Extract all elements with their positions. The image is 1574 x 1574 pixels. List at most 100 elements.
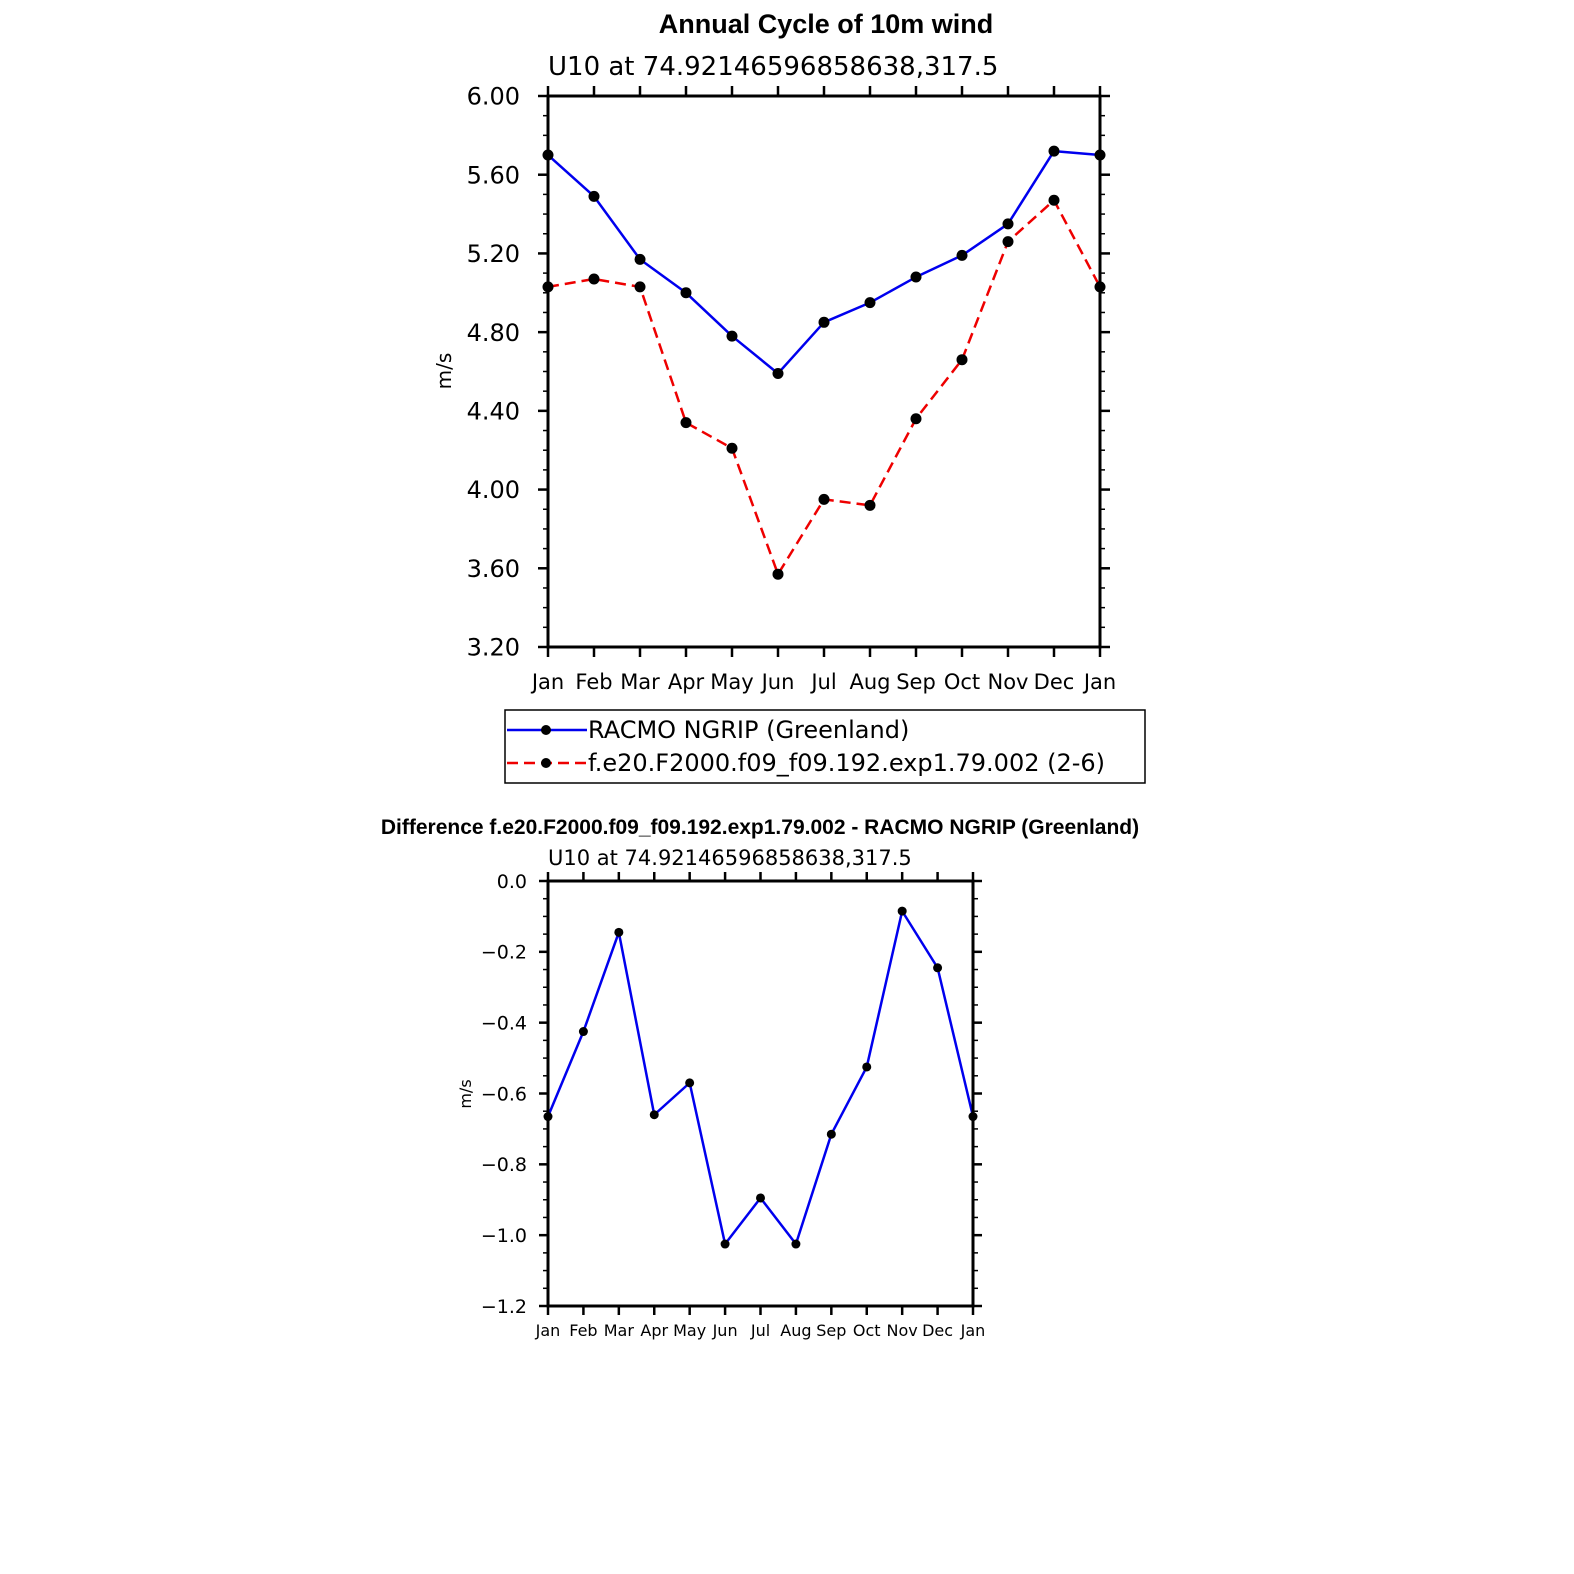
x-tick-label: Jun xyxy=(760,670,795,694)
data-point xyxy=(933,963,943,973)
legend-label-racmo: RACMO NGRIP (Greenland) xyxy=(588,716,909,744)
x-tick-label: Jan xyxy=(535,1321,561,1340)
y-axis-label: m/s xyxy=(432,353,456,390)
data-point xyxy=(680,417,692,429)
legend-box xyxy=(504,709,1146,784)
data-point xyxy=(1002,236,1014,248)
x-tick-label: May xyxy=(710,670,753,694)
chart-title: Difference f.e20.F2000.f09_f09.192.exp1.… xyxy=(381,816,1139,839)
y-tick-label: −0.8 xyxy=(481,1154,527,1176)
x-tick-labels: Jan Feb Mar Apr May Jun Jul Aug Sep Oct Nov Dec Jan xyxy=(535,1321,986,1340)
data-point xyxy=(1002,218,1014,230)
x-tick-label: Sep xyxy=(816,1321,846,1340)
y-tick-label: 5.20 xyxy=(467,240,520,268)
data-point xyxy=(614,927,624,937)
x-tick-label: Nov xyxy=(988,670,1029,694)
y-tick-labels: 0.0 −0.2 −0.4 −0.6 −0.8 −1.0 −1.2 xyxy=(481,871,527,1318)
data-point xyxy=(578,1027,588,1037)
data-point xyxy=(818,493,830,505)
x-tick-label: Mar xyxy=(604,1321,635,1340)
x-tick-label: Oct xyxy=(944,670,980,694)
data-point xyxy=(720,1239,730,1249)
chart-subtitle: U10 at 74.92146596858638,317.5 xyxy=(548,52,998,82)
data-point xyxy=(791,1239,801,1249)
data-point xyxy=(818,316,830,328)
y-tick-label: 4.80 xyxy=(467,319,520,347)
data-point xyxy=(772,367,784,379)
chart-subtitle: U10 at 74.92146596858638,317.5 xyxy=(548,846,912,870)
data-point xyxy=(1048,194,1060,206)
plot-series xyxy=(543,906,978,1249)
y-tick-label: −0.2 xyxy=(481,942,527,964)
plot-frame xyxy=(546,94,1102,649)
y-tick-label: 0.0 xyxy=(497,871,527,893)
annual-cycle-chart: Annual Cycle of 10m wind U10 at 74.92146… xyxy=(432,9,1146,784)
legend-marker-racmo xyxy=(541,725,551,735)
x-tick-label: Dec xyxy=(922,1321,953,1340)
y-tick-label: 4.40 xyxy=(467,397,520,425)
x-tick-label: Jul xyxy=(750,1321,770,1340)
data-point xyxy=(897,906,907,916)
data-point xyxy=(910,271,922,283)
x-tick-label: Aug xyxy=(780,1321,811,1340)
y-tick-label: 5.60 xyxy=(467,161,520,189)
data-point xyxy=(956,249,968,261)
axis-ticks xyxy=(538,86,1110,657)
y-tick-label: 6.00 xyxy=(467,83,520,111)
legend-entry-model: f.e20.F2000.f09_f09.192.exp1.79.002 (2-6… xyxy=(507,749,1105,777)
data-point xyxy=(680,287,692,299)
x-tick-label: Jan xyxy=(960,1321,986,1340)
y-tick-label: −0.4 xyxy=(481,1013,527,1035)
data-point xyxy=(864,297,876,309)
axis-ticks xyxy=(539,872,982,1315)
y-tick-label: 4.00 xyxy=(467,476,520,504)
legend-entry-racmo: RACMO NGRIP (Greenland) xyxy=(507,716,909,744)
x-tick-label: May xyxy=(673,1321,706,1340)
difference-chart: Difference f.e20.F2000.f09_f09.192.exp1.… xyxy=(381,816,1139,1340)
data-point xyxy=(864,499,876,511)
data-point xyxy=(826,1129,836,1139)
x-tick-label: Dec xyxy=(1034,670,1075,694)
x-tick-label: Nov xyxy=(887,1321,918,1340)
series-line-0 xyxy=(547,149,1101,375)
y-tick-label: −1.0 xyxy=(481,1225,527,1247)
data-point xyxy=(956,354,968,366)
x-tick-label: Jan xyxy=(1082,670,1116,694)
data-point xyxy=(772,568,784,580)
y-axis-label: m/s xyxy=(456,1079,475,1108)
x-tick-label: Mar xyxy=(620,670,660,694)
y-tick-label: −0.6 xyxy=(481,1083,527,1105)
x-tick-label: Jan xyxy=(530,670,564,694)
data-point xyxy=(588,190,600,202)
x-tick-label: Jun xyxy=(712,1321,738,1340)
y-tick-label: 3.20 xyxy=(467,634,520,662)
data-point xyxy=(862,1062,872,1072)
x-tick-label: Apr xyxy=(640,1321,668,1340)
data-point xyxy=(649,1110,659,1120)
x-tick-labels: Jan Feb Mar Apr May Jun Jul Aug Sep Oct Nov Dec Jan xyxy=(530,670,1116,694)
x-tick-label: Feb xyxy=(569,1321,597,1340)
data-point xyxy=(910,413,922,425)
data-point xyxy=(726,330,738,342)
data-point xyxy=(1048,145,1060,157)
legend-marker-model xyxy=(541,758,551,768)
x-tick-label: Aug xyxy=(849,670,890,694)
x-tick-label: Apr xyxy=(668,670,705,694)
series-line-1 xyxy=(547,199,1102,576)
chart-title: Annual Cycle of 10m wind xyxy=(659,9,994,39)
data-point xyxy=(756,1193,765,1203)
plot-series xyxy=(542,145,1106,580)
x-tick-label: Jul xyxy=(809,670,836,694)
y-tick-label: 3.60 xyxy=(467,555,520,583)
y-tick-label: −1.2 xyxy=(481,1296,527,1318)
data-point xyxy=(634,253,646,265)
x-tick-label: Feb xyxy=(575,670,612,694)
data-point xyxy=(634,281,646,293)
data-point xyxy=(685,1078,695,1088)
data-point xyxy=(726,442,738,454)
legend-label-model: f.e20.F2000.f09_f09.192.exp1.79.002 (2-6… xyxy=(588,749,1105,777)
data-point xyxy=(588,273,600,285)
plot-frame xyxy=(546,879,975,1308)
x-tick-label: Sep xyxy=(896,670,936,694)
